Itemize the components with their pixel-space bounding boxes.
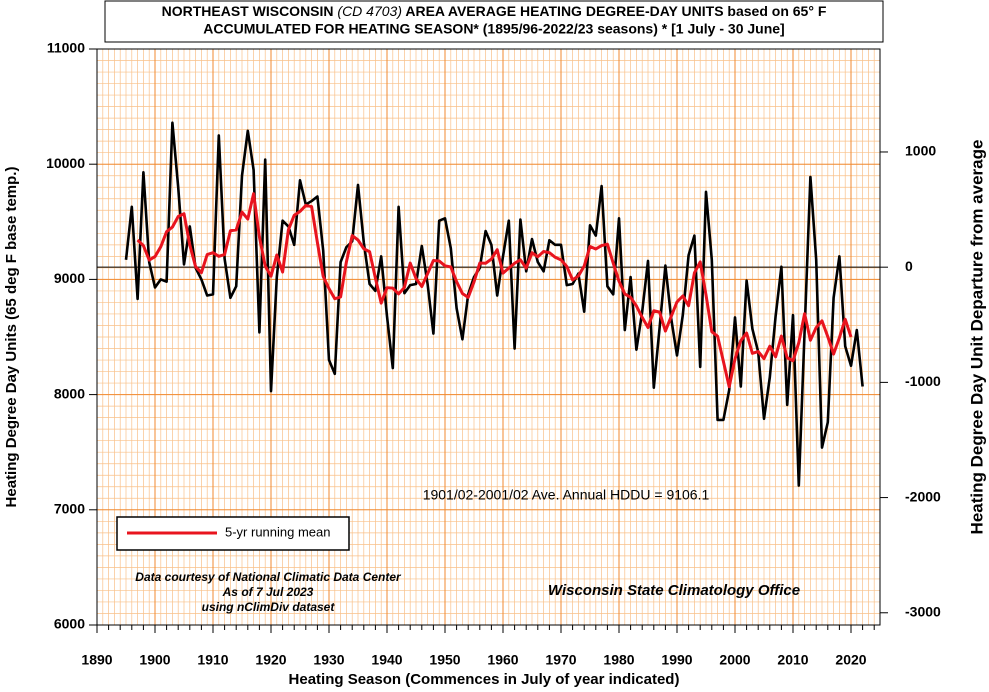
x-tick-label: 1920 <box>255 652 286 668</box>
x-tick-label: 1900 <box>139 652 170 668</box>
y-tick-label: 11000 <box>47 40 85 56</box>
y-tick-label: 6000 <box>54 616 85 632</box>
annotation: using nClimDiv dataset <box>202 600 336 614</box>
y2-tick-label: -3000 <box>905 603 941 619</box>
y-tick-label: 10000 <box>46 155 85 171</box>
annotation: As of 7 Jul 2023 <box>222 585 314 599</box>
title-part: AREA AVERAGE HEATING DEGREE-DAY UNITS ba… <box>405 3 826 19</box>
y-axis-label: Heating Degree Day Units (65 deg F base … <box>3 167 20 508</box>
series-line <box>124 121 864 487</box>
x-tick-label: 1940 <box>371 652 402 668</box>
x-tick-label: 1970 <box>545 652 576 668</box>
y2-tick-label: 1000 <box>905 143 936 159</box>
y-tick-label: 9000 <box>54 270 85 286</box>
chart-title: NORTHEAST WISCONSIN (CD 4703) AREA AVERA… <box>162 3 827 19</box>
legend-label: 5-yr running mean <box>225 524 331 539</box>
y2-axis-label: Heating Degree Day Unit Departure from a… <box>967 140 986 535</box>
x-axis-label: Heating Season (Commences in July of yea… <box>289 671 680 688</box>
x-tick-label: 1950 <box>429 652 460 668</box>
series-line <box>136 192 853 389</box>
x-tick-label: 2000 <box>719 652 750 668</box>
y-tick-label: 7000 <box>54 501 85 517</box>
x-tick-label: 1980 <box>603 652 634 668</box>
title-part: NORTHEAST WISCONSIN <box>162 3 334 19</box>
title-part: (CD 4703) <box>337 3 402 19</box>
x-tick-label: 1910 <box>197 652 228 668</box>
y-tick-label: 8000 <box>54 385 85 401</box>
x-tick-label: 2010 <box>777 652 808 668</box>
x-tick-label: 1990 <box>661 652 692 668</box>
x-tick-label: 1960 <box>487 652 518 668</box>
annotation: Data courtesy of National Climatic Data … <box>135 570 402 584</box>
title-box <box>104 0 884 43</box>
y2-tick-label: 0 <box>905 258 913 274</box>
plot-frame <box>96 48 881 626</box>
y2-tick-label: -2000 <box>905 488 941 504</box>
x-tick-label: 1890 <box>81 652 112 668</box>
y2-tick-label: -1000 <box>905 373 941 389</box>
average-label: 1901/02-2001/02 Ave. Annual HDDU = 9106.… <box>423 487 710 503</box>
chart-subtitle: ACCUMULATED FOR HEATING SEASON* (1895/96… <box>203 21 784 37</box>
x-tick-label: 2020 <box>835 652 866 668</box>
x-tick-label: 1930 <box>313 652 344 668</box>
annotation: Wisconsin State Climatology Office <box>548 582 800 599</box>
